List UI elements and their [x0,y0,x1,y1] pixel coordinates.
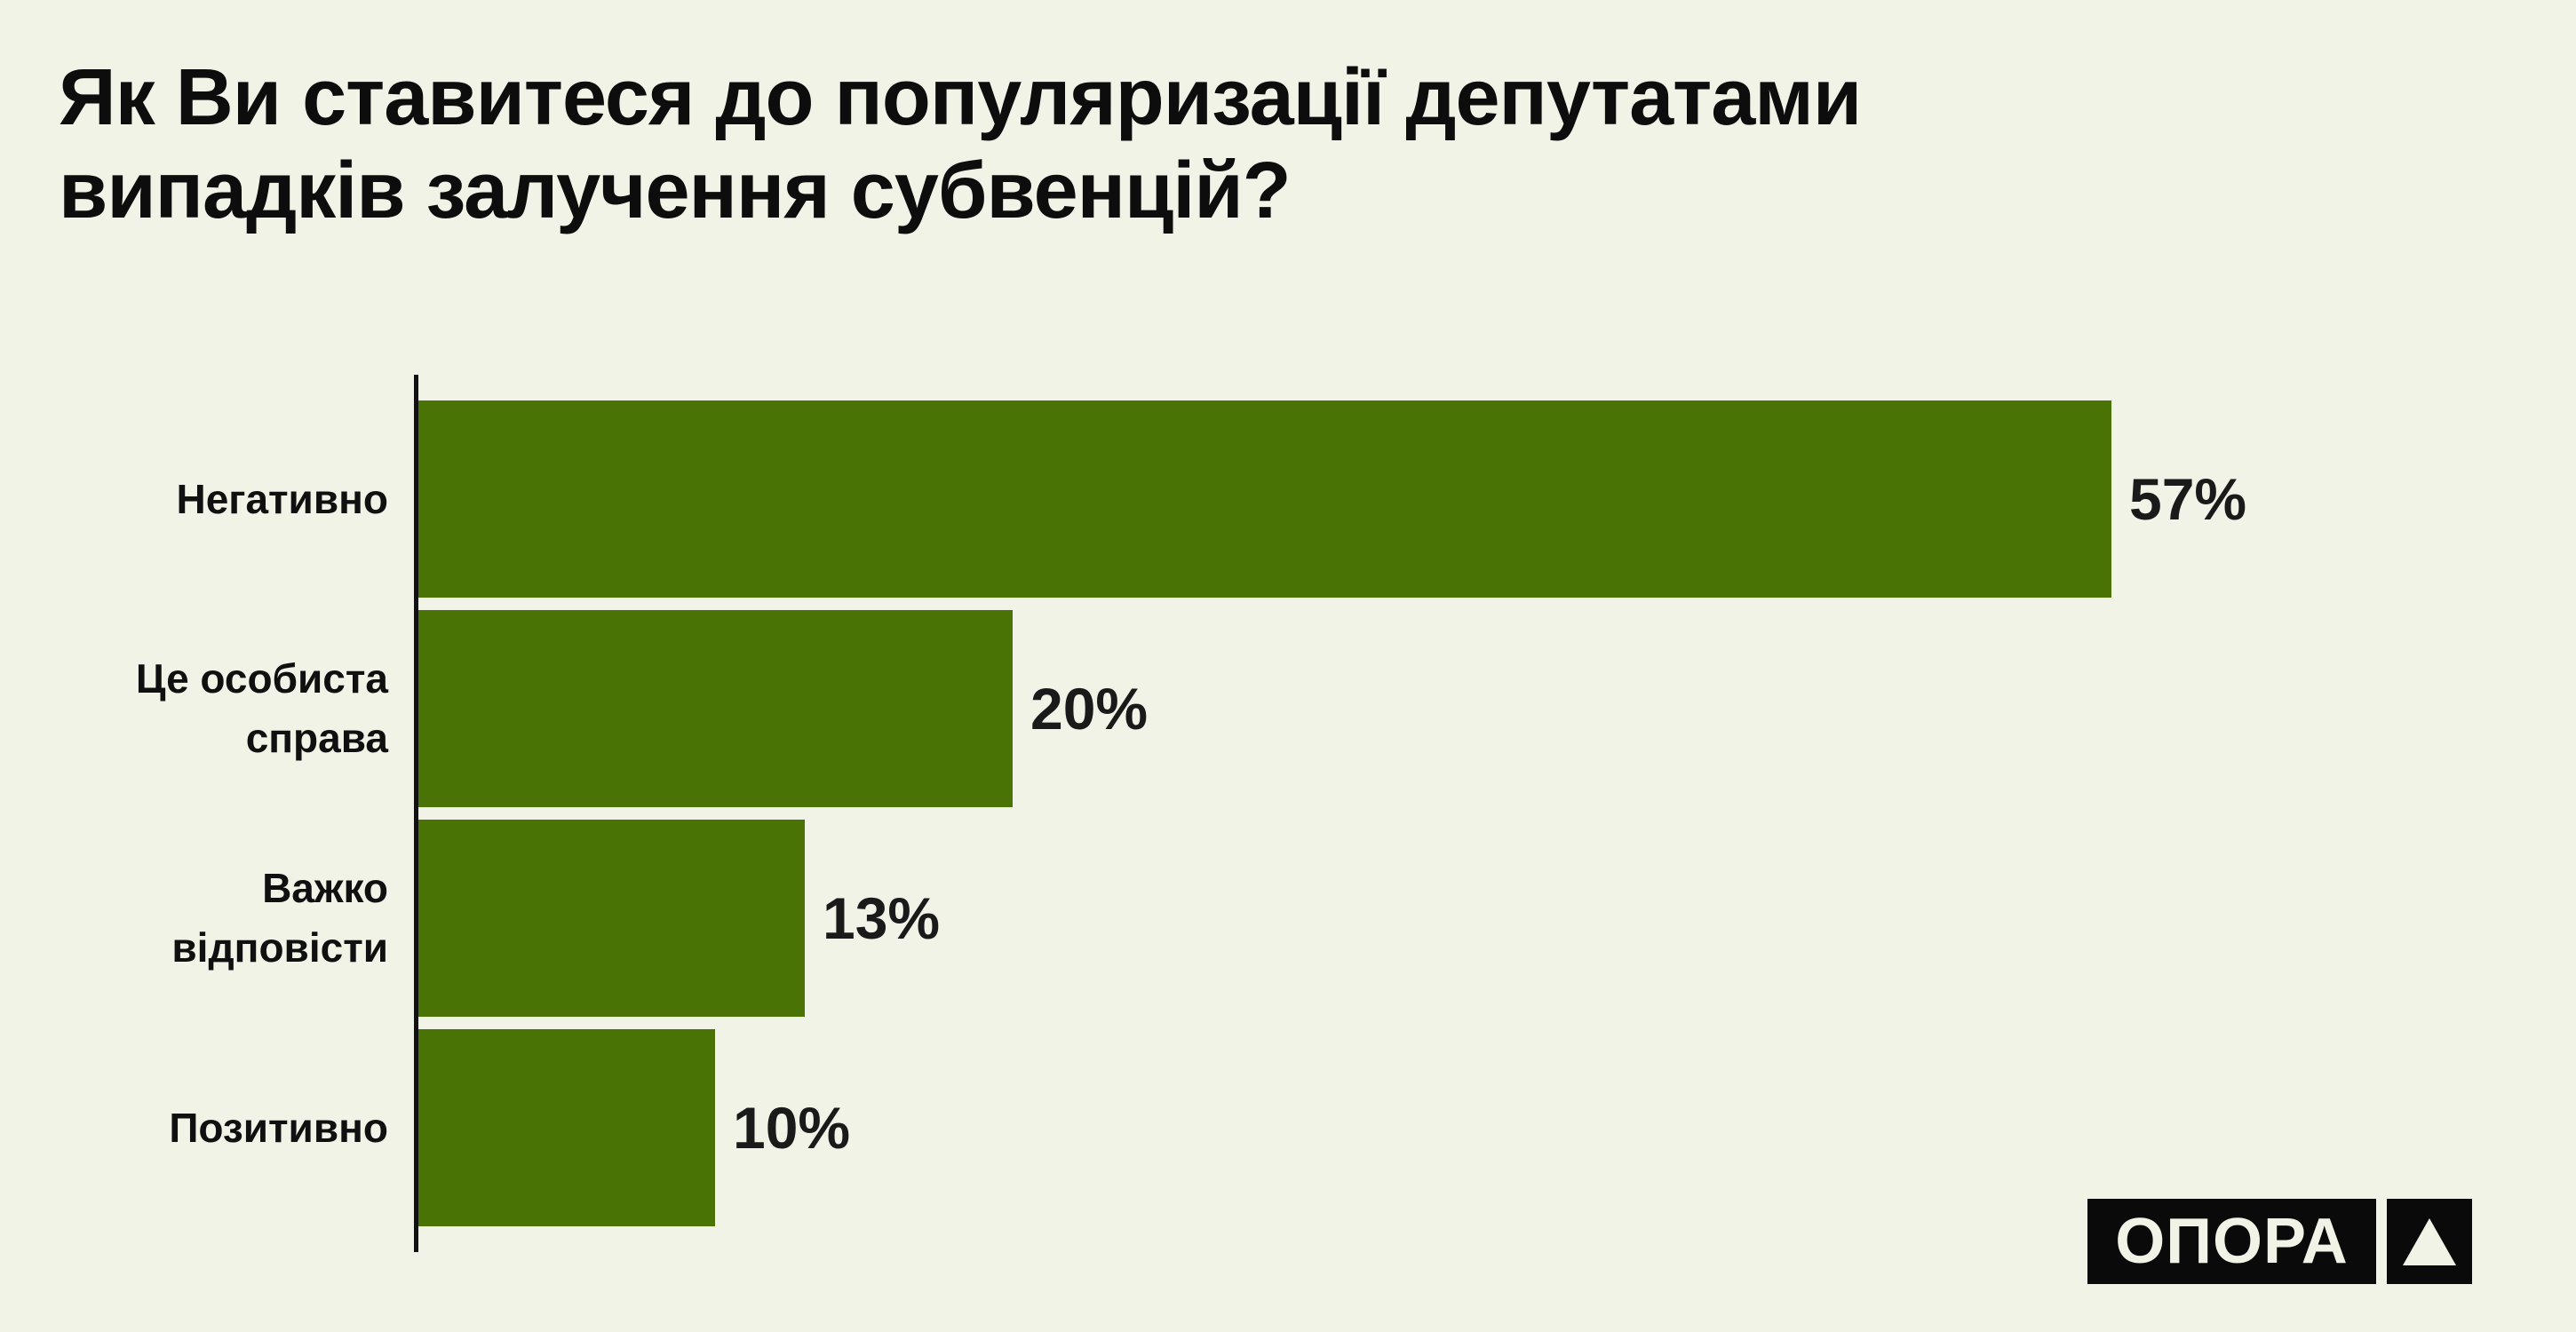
bar [418,1029,715,1226]
bar [418,400,2111,598]
value-label: 13% [823,885,941,951]
chart-row: Це особиста справа 20% [0,610,2576,807]
category-label: Важко відповісти [171,865,388,971]
chart-title-line-2: випадків залучення субвенцій? [59,147,1292,236]
bar [418,820,805,1017]
category-label: Позитивно [169,1104,388,1151]
chart-title: Як Ви ставитеся до популяризації депутат… [59,52,1862,239]
value-label: 57% [2129,466,2247,532]
category-label: Негативно [176,475,388,522]
opora-logo-symbol-box [2387,1199,2472,1284]
y-axis-line [414,375,418,1252]
chart-row: Негативно 57% [0,400,2576,598]
chart-row: Важко відповісти 13% [0,820,2576,1017]
category-label: Це особиста справа [135,655,388,761]
triangle-up-icon [2403,1218,2456,1265]
bar [418,610,1013,807]
chart-title-line-1: Як Ви ставитеся до популяризації депутат… [59,53,1862,142]
opora-logo-text: ОПОРА [2087,1199,2376,1284]
chart-row: Позитивно 10% [0,1029,2576,1226]
opora-logo: ОПОРА [2087,1199,2472,1284]
value-label: 20% [1030,676,1149,741]
value-label: 10% [733,1095,851,1161]
